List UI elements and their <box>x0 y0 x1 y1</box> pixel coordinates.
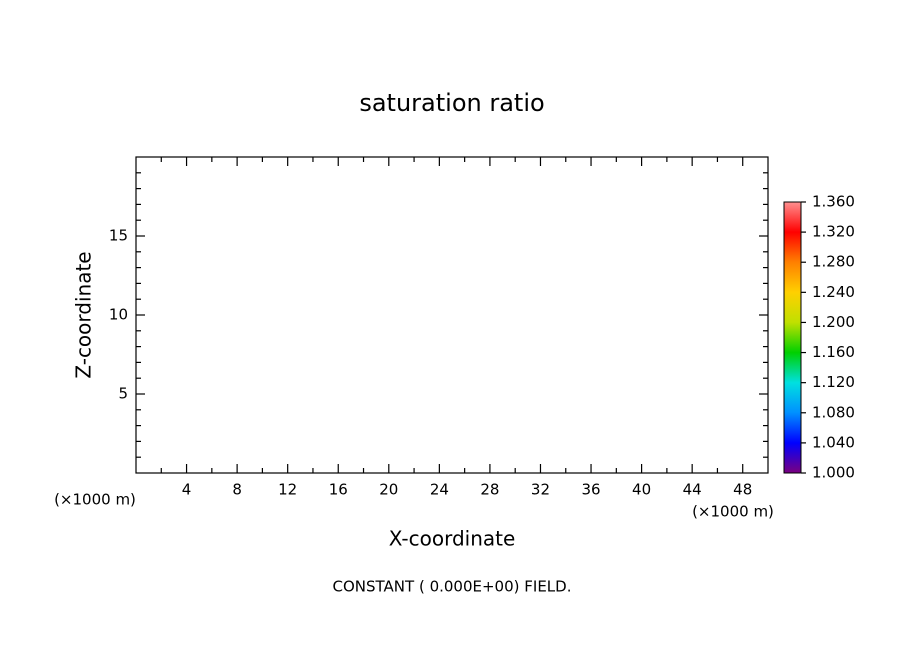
plot-frame <box>135 156 769 474</box>
x-tick-label: 40 <box>632 481 651 499</box>
colorbar-tick-label: 1.240 <box>812 283 855 301</box>
colorbar <box>783 201 802 474</box>
colorbar-tick-label: 1.000 <box>812 464 855 482</box>
colorbar-tick-label: 1.320 <box>812 223 855 241</box>
colorbar-tick-label: 1.080 <box>812 403 855 421</box>
colorbar-tick-label: 1.200 <box>812 313 855 331</box>
y-tick-label: 15 <box>109 227 128 245</box>
x-tick-label: 32 <box>531 481 550 499</box>
colorbar-tick-label: 1.160 <box>812 343 855 361</box>
x-tick-label: 8 <box>232 481 242 499</box>
x-tick-label: 12 <box>278 481 297 499</box>
colorbar-tick-label: 1.280 <box>812 253 855 271</box>
x-tick-label: 20 <box>379 481 398 499</box>
field-note: CONSTANT ( 0.000E+00) FIELD. <box>333 578 572 596</box>
x-axis-label: X-coordinate <box>389 527 516 551</box>
y-tick-label: 5 <box>118 385 128 403</box>
y-axis-label: Z-coordinate <box>72 251 96 378</box>
chart-title: saturation ratio <box>359 89 544 117</box>
y-unit-label: (×1000 m) <box>54 491 136 509</box>
x-tick-label: 24 <box>430 481 449 499</box>
colorbar-tick-label: 1.120 <box>812 373 855 391</box>
x-tick-label: 28 <box>480 481 499 499</box>
x-tick-label: 48 <box>733 481 752 499</box>
x-tick-label: 36 <box>581 481 600 499</box>
x-tick-label: 4 <box>182 481 192 499</box>
y-tick-label: 10 <box>109 306 128 324</box>
x-tick-label: 16 <box>329 481 348 499</box>
colorbar-tick-label: 1.360 <box>812 193 855 211</box>
x-unit-label: (×1000 m) <box>692 503 774 521</box>
colorbar-tick-label: 1.040 <box>812 433 855 451</box>
x-tick-label: 44 <box>683 481 702 499</box>
